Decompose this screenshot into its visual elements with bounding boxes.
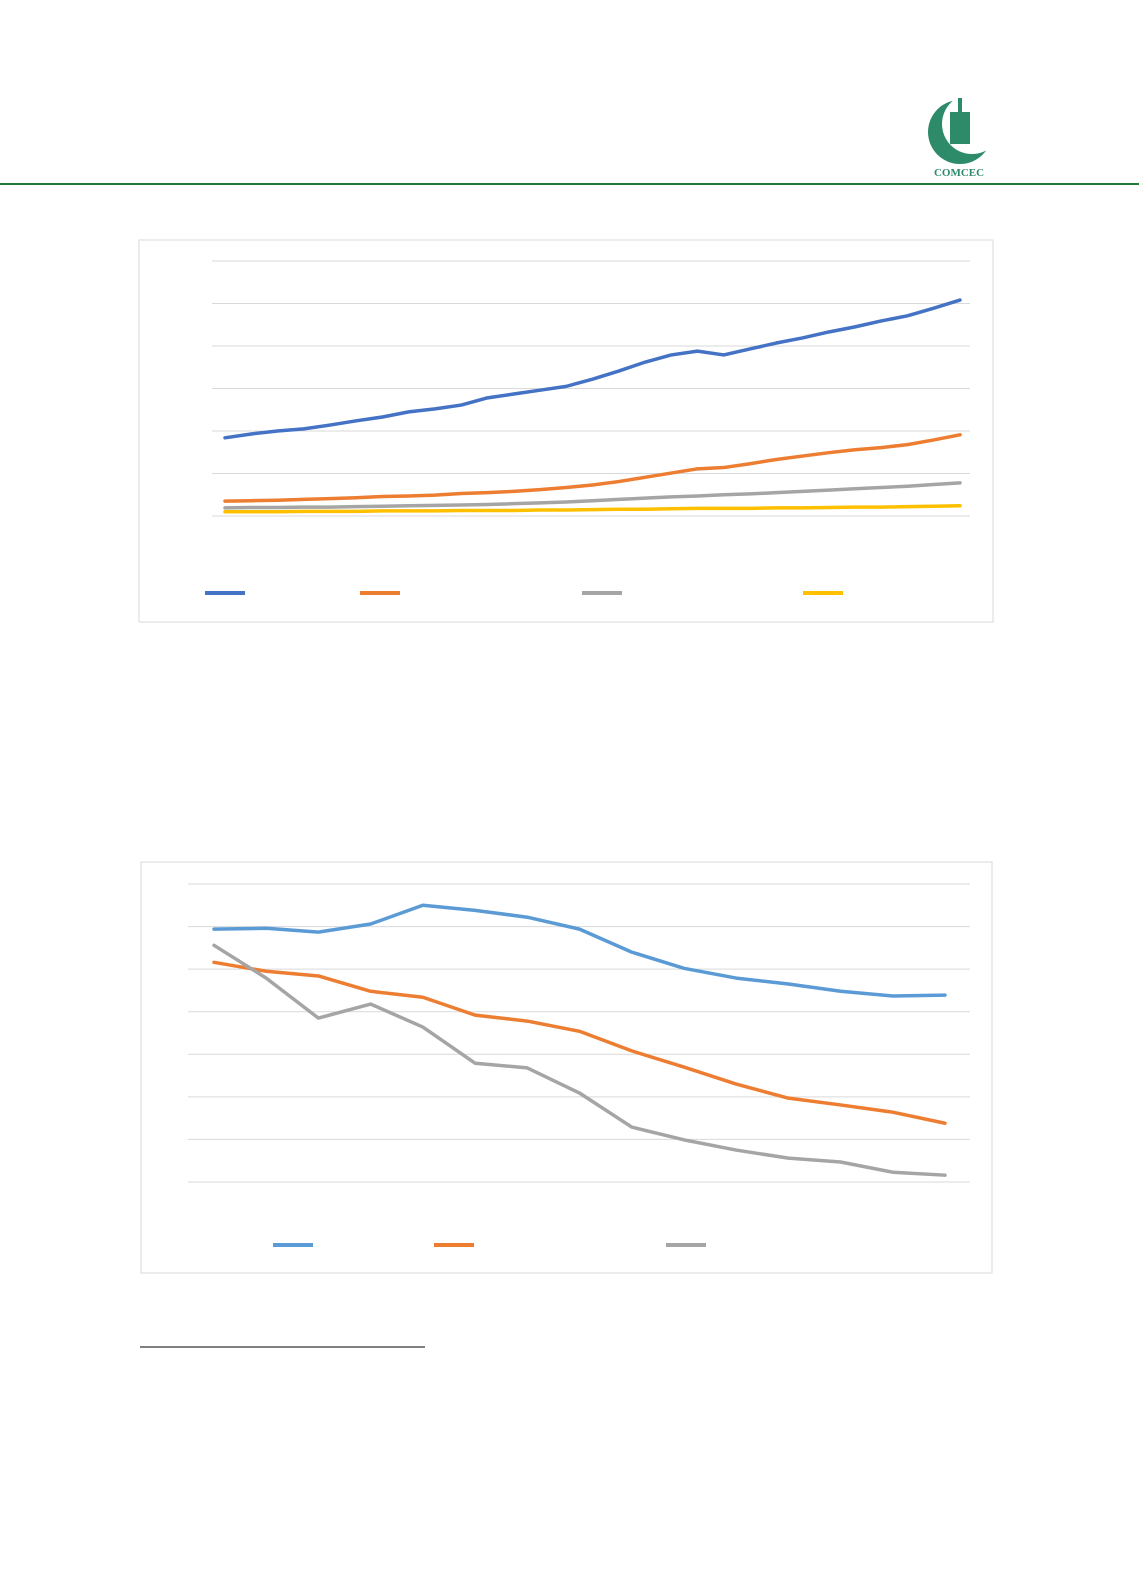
series-line bbox=[223, 433, 962, 503]
series-line bbox=[212, 960, 947, 1125]
logo-mosque bbox=[950, 112, 970, 144]
logo-minaret bbox=[958, 98, 962, 114]
series-line bbox=[223, 504, 962, 514]
logo: COMCEC bbox=[928, 94, 1002, 179]
series-line bbox=[223, 481, 962, 510]
series-line bbox=[212, 903, 947, 998]
series-line bbox=[223, 298, 962, 440]
chart-frame bbox=[138, 239, 994, 623]
logo-text: COMCEC bbox=[934, 167, 984, 179]
chart-frame bbox=[140, 861, 993, 1274]
series-line bbox=[212, 943, 947, 1177]
